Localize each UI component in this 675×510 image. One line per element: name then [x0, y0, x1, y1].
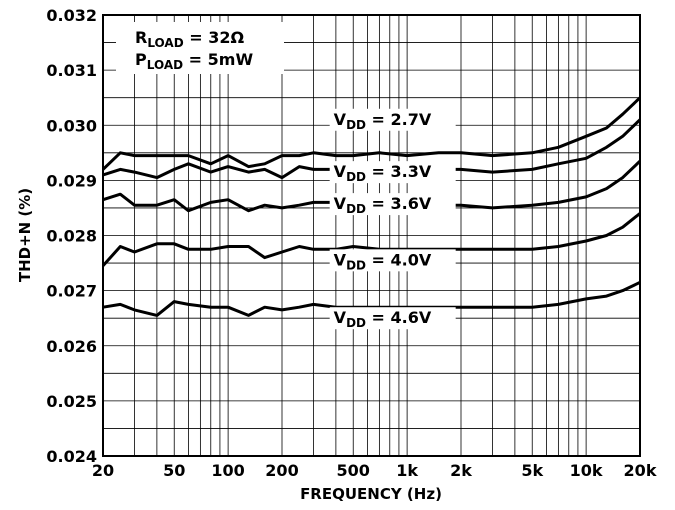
series-label-bg	[329, 193, 456, 216]
condition-2: PLOAD = 5mW	[135, 50, 253, 72]
x-tick-label: 100	[211, 461, 244, 480]
series-label-5: VDD = 4.6V	[334, 308, 432, 330]
condition-1: RLOAD = 32Ω	[135, 28, 245, 50]
x-tick-label: 2k	[450, 461, 472, 480]
y-tick-label: 0.030	[46, 116, 97, 135]
series-label-bg	[329, 108, 456, 131]
x-tick-label: 20k	[624, 461, 657, 480]
series-line-3	[102, 160, 642, 213]
x-tick-label: 5k	[521, 461, 543, 480]
series-line-5	[102, 281, 641, 317]
series-label-bg	[329, 161, 456, 184]
series-line-2	[102, 118, 642, 180]
series-label-4: VDD = 4.0V	[334, 250, 432, 272]
x-tick-label: 500	[337, 461, 370, 480]
series-label-bg	[329, 307, 456, 330]
grid-lines	[103, 15, 640, 456]
data-series: VDD = 2.7V VDD = 3.3V VDD = 3.6V VDD = 4.0V…	[101, 96, 642, 330]
x-axis-title: FREQUENCY (Hz)	[300, 485, 442, 503]
y-tick-label: 0.027	[46, 282, 97, 301]
y-axis-title: THD+N (%)	[16, 188, 34, 282]
y-tick-label: 0.032	[46, 6, 97, 25]
y-tick-label: 0.031	[46, 61, 97, 80]
tick-labels: 20 50 100 200 500 1k 2k 5k 10k 20k 0.024 0.025 0.026…	[46, 6, 656, 480]
x-tick-label: 200	[265, 461, 298, 480]
series-label-2: VDD = 3.3V	[334, 162, 432, 184]
series-line-4	[101, 212, 641, 267]
series-label-3: VDD = 3.6V	[334, 194, 432, 216]
series-line-1	[101, 96, 642, 171]
y-tick-label: 0.024	[46, 447, 97, 466]
y-tick-label: 0.028	[46, 227, 97, 246]
series-label-bg	[329, 249, 456, 272]
x-tick-label: 10k	[570, 461, 603, 480]
y-tick-label: 0.026	[46, 337, 97, 356]
x-tick-label: 1k	[396, 461, 418, 480]
x-tick-label: 20	[92, 461, 114, 480]
conditions-bg	[116, 22, 284, 74]
y-tick-label: 0.029	[46, 171, 97, 190]
series-label-1: VDD = 2.7V	[334, 110, 432, 132]
x-tick-label: 50	[163, 461, 185, 480]
plot-frame	[102, 14, 641, 457]
y-tick-label: 0.025	[46, 392, 97, 411]
